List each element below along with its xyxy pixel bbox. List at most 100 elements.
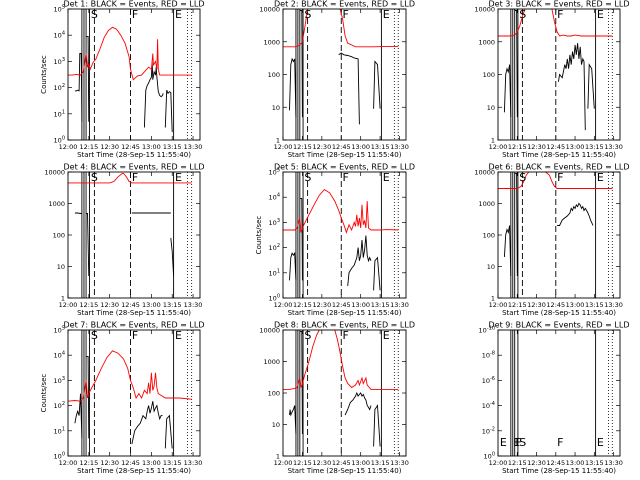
events-series-line bbox=[338, 52, 360, 125]
panel-4: Det 4: BLACK = Events, RED = LLD 1 10 100 10… bbox=[44, 163, 204, 318]
lld-series-line bbox=[551, 9, 613, 37]
x-tick-label: 13:30 bbox=[604, 459, 623, 467]
x-tick-label: 12:15 bbox=[508, 143, 527, 151]
y-tick-label: 10-4 bbox=[482, 401, 495, 410]
x-tick-label: 12:30 bbox=[527, 459, 546, 467]
x-tick-label: 13:00 bbox=[142, 143, 161, 151]
y-tick-label: 10 bbox=[487, 104, 495, 112]
flag-label: E bbox=[597, 436, 604, 449]
lld-series-line bbox=[339, 9, 399, 48]
flag-label: E bbox=[500, 436, 507, 449]
events-series-line bbox=[514, 10, 518, 118]
plot-frame bbox=[282, 8, 407, 141]
y-tick-label: 105 bbox=[54, 326, 65, 335]
x-tick-label: 13:15 bbox=[585, 301, 604, 309]
y-tick-exponent: 3 bbox=[62, 376, 65, 382]
x-tick-label: 13:30 bbox=[390, 301, 409, 309]
panel-8: Det 8: BLACK = Events, RED = LLD 1 10 100 10… bbox=[259, 321, 415, 476]
y-tick-label: 100 bbox=[269, 294, 280, 303]
x-axis-label: Start Time (28-Sep-15 11:55:40) bbox=[288, 151, 402, 159]
flag-label: F bbox=[132, 171, 138, 184]
x-tick-label: 13:00 bbox=[142, 301, 161, 309]
y-tick-label: 10 bbox=[57, 263, 65, 271]
x-tick-label: 12:45 bbox=[121, 301, 140, 309]
x-tick-label: 13:00 bbox=[566, 459, 585, 467]
flag-label: F bbox=[343, 8, 349, 21]
panel-title: Det 1: BLACK = Events, RED = LLD bbox=[64, 0, 205, 9]
x-tick-label: 12:30 bbox=[527, 143, 546, 151]
y-tick-label: 10-6 bbox=[482, 376, 495, 385]
x-axis-label: Start Time (28-Sep-15 11:55:40) bbox=[502, 467, 616, 475]
x-tick-label: 12:00 bbox=[274, 143, 293, 151]
x-tick-label: 13:30 bbox=[184, 143, 203, 151]
panel-title: Det 6: BLACK = Events, RED = LLD bbox=[489, 163, 630, 172]
x-tick-label: 12:15 bbox=[293, 301, 312, 309]
x-tick-label: 12:00 bbox=[59, 301, 78, 309]
y-tick-label: 104 bbox=[269, 193, 280, 202]
x-tick-label: 12:15 bbox=[79, 459, 98, 467]
x-tick-label: 12:30 bbox=[100, 143, 119, 151]
flag-label: S bbox=[304, 8, 311, 21]
y-tick-label: 100 bbox=[54, 136, 65, 145]
plot-area bbox=[283, 9, 399, 140]
events-series-line bbox=[347, 235, 372, 287]
flag-label: E bbox=[175, 171, 182, 184]
x-tick-label: 12:30 bbox=[100, 301, 119, 309]
y-tick-label: 100 bbox=[268, 390, 280, 398]
y-tick-exponent: 0 bbox=[62, 136, 65, 142]
panel-title: Det 9: BLACK = Events, RED = LLD bbox=[489, 321, 630, 330]
panel-5: Det 5: BLACK = Events, RED = LLD10010110… bbox=[255, 163, 415, 318]
y-tick-label: 10-10 bbox=[479, 326, 495, 335]
panel-2: Det 2: BLACK = Events, RED = LLD 1 10 100 10… bbox=[259, 0, 415, 159]
y-tick-label: 10000 bbox=[44, 169, 65, 177]
plot-area bbox=[68, 330, 193, 456]
events-series-line bbox=[557, 202, 594, 226]
x-axis-label: Start Time (28-Sep-15 11:55:40) bbox=[77, 467, 191, 475]
x-tick-label: 13:00 bbox=[351, 301, 370, 309]
x-tick-label: 12:15 bbox=[508, 301, 527, 309]
y-tick-label: 10 bbox=[272, 421, 280, 429]
y-tick-label: 104 bbox=[54, 351, 65, 360]
plot-frame bbox=[67, 329, 201, 457]
y-tick-exponent: 5 bbox=[62, 326, 65, 332]
flag-label: F bbox=[515, 436, 521, 449]
panel-title: Det 8: BLACK = Events, RED = LLD bbox=[274, 321, 415, 330]
y-tick-label: 1000 bbox=[478, 200, 495, 208]
y-tick-exponent: -10 bbox=[487, 326, 495, 332]
y-tick-label: 10 bbox=[272, 104, 280, 112]
x-tick-label: 12:00 bbox=[59, 143, 78, 151]
x-tick-label: 12:00 bbox=[59, 459, 78, 467]
y-tick-label: 101 bbox=[54, 426, 65, 435]
y-tick-exponent: 3 bbox=[62, 57, 65, 63]
y-tick-label: 100 bbox=[53, 232, 65, 240]
events-series-line bbox=[299, 197, 303, 281]
y-tick-label: 1000 bbox=[263, 38, 280, 46]
lld-series-line bbox=[498, 172, 530, 189]
x-tick-label: 12:30 bbox=[312, 301, 331, 309]
flag-label: F bbox=[343, 171, 349, 184]
y-tick-label: 103 bbox=[54, 376, 65, 385]
x-tick-label: 12:45 bbox=[546, 301, 565, 309]
y-tick-label: 102 bbox=[54, 83, 65, 92]
flag-label: E bbox=[175, 329, 182, 342]
y-tick-exponent: -8 bbox=[490, 351, 495, 357]
events-series-line bbox=[557, 43, 586, 131]
lld-series-line bbox=[498, 9, 526, 37]
y-tick-exponent: 4 bbox=[62, 31, 65, 37]
flag-label: F bbox=[132, 329, 138, 342]
y-tick-label: 10000 bbox=[474, 169, 495, 177]
y-tick-label: 103 bbox=[54, 57, 65, 66]
flag-label: E bbox=[383, 329, 390, 342]
plot-frame bbox=[282, 329, 407, 457]
plot-frame bbox=[497, 329, 621, 457]
y-tick-exponent: 2 bbox=[62, 83, 65, 89]
panel-3: Det 3: BLACK = Events, RED = LLD 1 10 100 10… bbox=[474, 0, 629, 159]
events-series-line bbox=[289, 251, 297, 281]
plot-area bbox=[283, 172, 399, 298]
lld-series-line bbox=[334, 330, 399, 390]
lld-series-line bbox=[283, 330, 320, 390]
panel-1: Det 1: BLACK = Events, RED = LLD10010110… bbox=[40, 0, 204, 159]
events-series-line bbox=[344, 391, 372, 416]
y-tick-label: 1000 bbox=[478, 38, 495, 46]
x-axis-label: Start Time (28-Sep-15 11:55:40) bbox=[77, 309, 191, 317]
